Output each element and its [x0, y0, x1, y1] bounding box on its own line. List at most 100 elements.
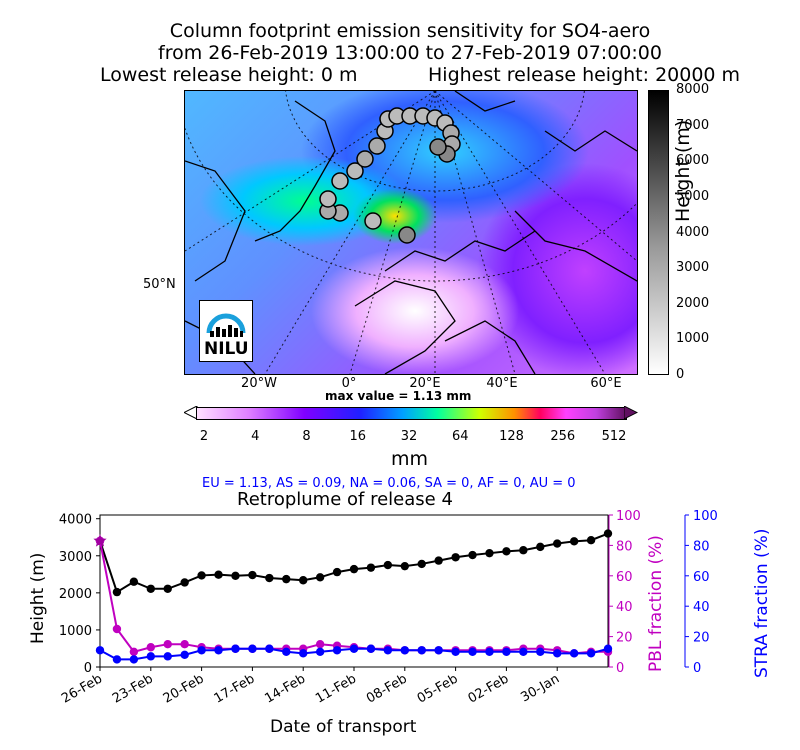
series-point: [265, 644, 274, 653]
series-point: [315, 647, 325, 656]
nilu-logo-text: NILU: [204, 339, 249, 359]
series-point: [485, 548, 494, 558]
y2-tick-label: 100: [616, 509, 641, 524]
series-point: [434, 646, 443, 655]
x-tick-label: 23-Feb: [110, 671, 156, 706]
y-tick-label: 4000: [59, 513, 92, 528]
series-point: [468, 550, 477, 560]
lon-label: 60°E: [590, 376, 622, 391]
series-point: [265, 573, 274, 583]
x-tick-label: 26-Feb: [59, 671, 105, 706]
series-point: [502, 547, 511, 556]
mm-colorbar-tick: 64: [451, 429, 469, 444]
series-point: [417, 646, 426, 655]
series-point: [146, 652, 155, 661]
y3-tick-label: 40: [693, 600, 710, 615]
series-line: [99, 540, 608, 655]
series-point: [485, 647, 494, 656]
lat-label: 50°N: [143, 277, 176, 292]
height-colorbar: [648, 90, 669, 375]
x-tick-label: 11-Feb: [313, 671, 359, 706]
series-point: [95, 646, 105, 655]
footprint-map: [184, 90, 638, 375]
series-point: [400, 561, 409, 571]
series-point: [146, 643, 155, 652]
series-point: [332, 646, 342, 655]
series-point: [231, 571, 240, 580]
mm-colorbar-label: mm: [391, 448, 429, 470]
series-point: [519, 647, 528, 656]
chart-ylabel-stra: STRA fraction (%): [752, 528, 772, 678]
series-point: [553, 539, 562, 548]
mm-colorbar-tick: 128: [499, 429, 524, 444]
y3-tick-label: 60: [693, 570, 710, 585]
height-colorbar-tick: 2000: [676, 295, 710, 311]
series-point: [129, 577, 139, 586]
chart-xlabel: Date of transport: [270, 717, 417, 737]
chart-ylabel-pbl: PBL fraction (%): [646, 535, 666, 672]
series-point: [282, 647, 291, 656]
series-point: [349, 644, 359, 653]
series-point: [586, 649, 596, 658]
height-colorbar-label: Height (m): [672, 119, 694, 222]
y3-tick-label: 80: [693, 539, 710, 554]
series-point: [451, 553, 460, 562]
x-tick-label: 30-Jan: [518, 671, 562, 705]
series-point: [315, 640, 325, 649]
height-colorbar-tick: 8000: [676, 82, 710, 97]
y2-tick-label: 40: [616, 600, 633, 615]
lon-label: 0°: [341, 376, 357, 391]
height-colorbar-tick: 3000: [676, 260, 710, 276]
height-colorbar-tick: 5000: [676, 188, 710, 204]
series-point: [112, 655, 122, 664]
y3-tick-label: 100: [693, 509, 718, 524]
series-point: [112, 624, 122, 634]
y2-tick-label: 20: [616, 631, 633, 646]
series-point: [180, 650, 189, 660]
x-tick-label: 08-Feb: [364, 671, 410, 706]
series-point: [197, 571, 206, 580]
series-point: [214, 646, 223, 655]
y2-tick-label: 0: [616, 661, 624, 676]
mm-colorbar-tick: 2: [199, 429, 209, 444]
series-point: [502, 647, 511, 656]
series-point: [400, 646, 409, 655]
series-point: [519, 546, 528, 555]
lon-label: 40°E: [486, 376, 518, 391]
height-colorbar-tick: 4000: [676, 224, 710, 240]
y2-tick-label: 80: [616, 539, 633, 554]
series-point: [282, 574, 291, 584]
mm-colorbar-tick: 4: [251, 429, 260, 444]
y3-tick-label: 0: [693, 661, 701, 676]
mm-colorbar-tick: 16: [349, 429, 367, 444]
series-point: [248, 570, 257, 580]
series-point: [349, 564, 359, 574]
y2-tick-label: 60: [616, 570, 633, 585]
x-tick-label: 17-Feb: [212, 671, 258, 706]
y-tick-label: 3000: [59, 550, 92, 565]
nilu-logo: NILU: [199, 300, 253, 362]
retroplume-chart: 0100020003000400002040608010002040608010…: [59, 509, 718, 707]
series-point: [569, 537, 579, 546]
mm-colorbar-tick: 32: [400, 429, 418, 444]
chart-title: Retroplume of release 4: [237, 489, 453, 510]
series-point: [163, 652, 172, 661]
series-point: [332, 567, 342, 577]
series-point: [231, 644, 240, 653]
x-tick-label: 05-Feb: [415, 671, 461, 706]
region-fractions: EU = 1.13, AS = 0.09, NA = 0.06, SA = 0,…: [202, 476, 576, 491]
series-point: [603, 644, 613, 653]
series-point: [299, 649, 308, 658]
series-point: [366, 644, 376, 653]
x-tick-label: 14-Feb: [262, 671, 308, 706]
y-tick-label: 0: [84, 661, 92, 676]
series-point: [434, 556, 443, 565]
title-highest-release: Highest release height: 20000 m: [428, 64, 741, 86]
series-point: [315, 573, 325, 582]
mm-colorbar-tick: 8: [302, 429, 311, 444]
series-point: [129, 655, 139, 664]
series-point: [383, 646, 393, 655]
series-point: [536, 542, 545, 552]
series-point: [468, 647, 477, 656]
colorbar-extend-arrow-right: [624, 406, 638, 419]
